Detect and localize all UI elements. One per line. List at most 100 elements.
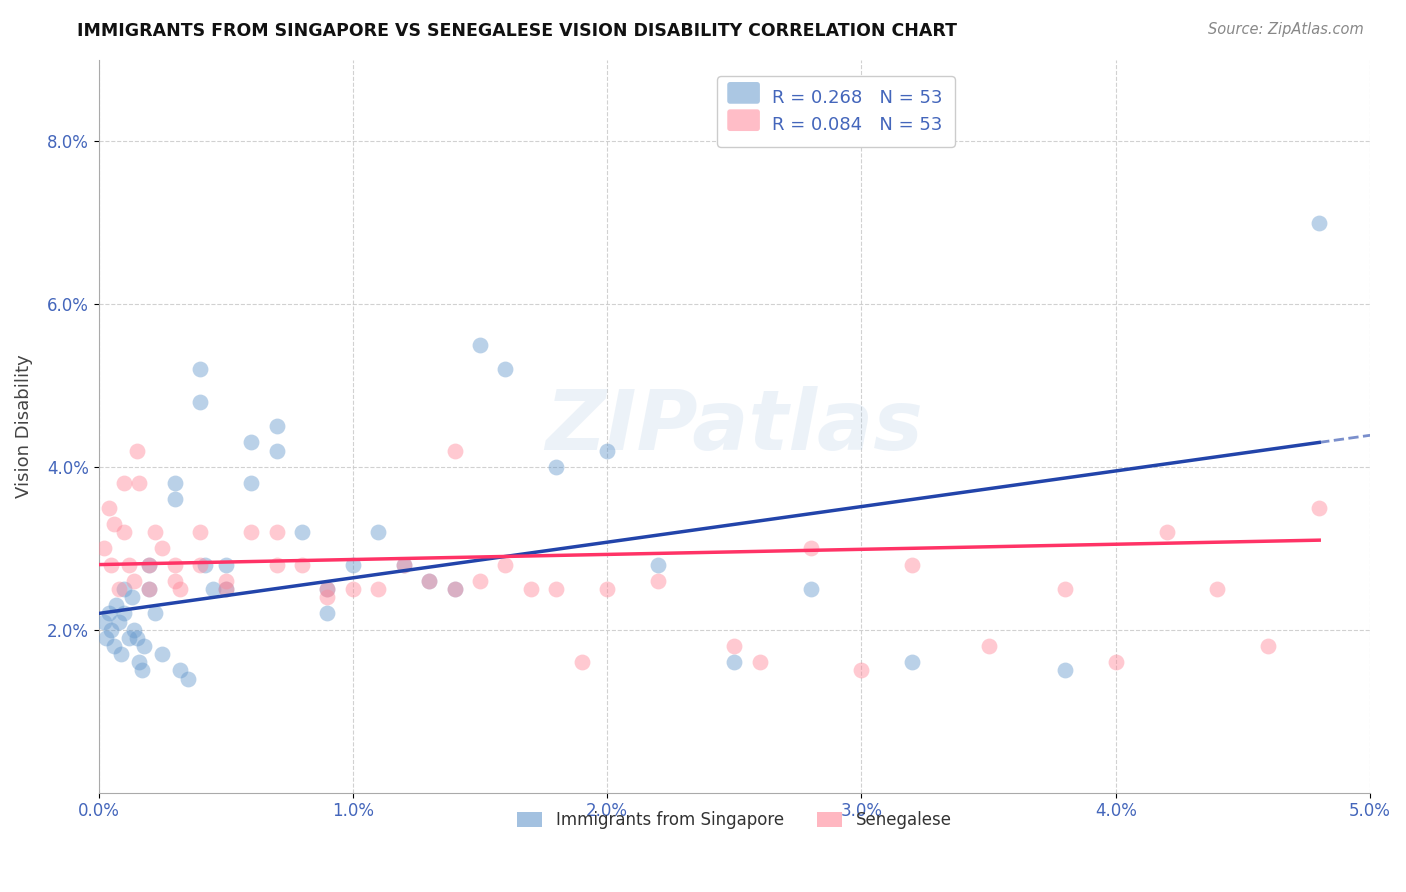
Point <box>97 607 120 621</box>
Y-axis label: Vision Disability: Vision Disability <box>15 354 32 498</box>
Point <box>143 607 166 621</box>
Point <box>647 574 669 588</box>
Point <box>138 558 160 572</box>
Point <box>215 582 238 596</box>
Point <box>125 443 148 458</box>
Point <box>723 656 745 670</box>
Point <box>443 443 465 458</box>
Point <box>596 582 619 596</box>
Point <box>647 558 669 572</box>
Point <box>163 476 186 491</box>
Point <box>150 541 173 556</box>
Point <box>901 656 924 670</box>
Point <box>266 524 288 539</box>
Point <box>143 524 166 539</box>
Point <box>520 582 543 596</box>
Point <box>367 582 389 596</box>
Point <box>112 476 135 491</box>
Point <box>150 647 173 661</box>
Point <box>194 558 217 572</box>
Point <box>100 623 122 637</box>
Point <box>1053 664 1076 678</box>
Point <box>316 607 339 621</box>
Point <box>131 664 153 678</box>
Point <box>1105 656 1128 670</box>
Point <box>112 524 135 539</box>
Point <box>1308 500 1330 515</box>
Point <box>215 574 238 588</box>
Point <box>1257 639 1279 653</box>
Point <box>316 582 339 596</box>
Point <box>546 582 568 596</box>
Point <box>367 524 389 539</box>
Point <box>103 639 125 653</box>
Point <box>342 558 364 572</box>
Point <box>108 615 131 629</box>
Point <box>110 647 132 661</box>
Point <box>596 443 619 458</box>
Point <box>122 623 145 637</box>
Point <box>723 639 745 653</box>
Point <box>1156 524 1178 539</box>
Point <box>188 524 211 539</box>
Point <box>138 558 160 572</box>
Point <box>93 615 115 629</box>
Point <box>93 541 115 556</box>
Point <box>105 599 128 613</box>
Point <box>800 582 823 596</box>
Point <box>266 443 288 458</box>
Point <box>291 524 314 539</box>
Point <box>112 582 135 596</box>
Point <box>266 419 288 434</box>
Point <box>240 476 263 491</box>
Point <box>188 362 211 376</box>
Point <box>468 337 491 351</box>
Point <box>291 558 314 572</box>
Point <box>169 664 191 678</box>
Point <box>163 492 186 507</box>
Point <box>96 631 118 645</box>
Point <box>901 558 924 572</box>
Point <box>122 574 145 588</box>
Point <box>108 582 131 596</box>
Point <box>169 582 191 596</box>
Text: Source: ZipAtlas.com: Source: ZipAtlas.com <box>1208 22 1364 37</box>
Legend: Immigrants from Singapore, Senegalese: Immigrants from Singapore, Senegalese <box>510 805 957 836</box>
Point <box>215 582 238 596</box>
Point <box>163 558 186 572</box>
Point <box>240 524 263 539</box>
Point <box>443 582 465 596</box>
Point <box>202 582 225 596</box>
Point <box>118 631 141 645</box>
Point <box>134 639 156 653</box>
Point <box>392 558 415 572</box>
Point <box>800 541 823 556</box>
Point <box>103 516 125 531</box>
Point <box>188 394 211 409</box>
Point <box>1308 215 1330 229</box>
Point <box>316 590 339 604</box>
Point <box>977 639 1000 653</box>
Point <box>188 558 211 572</box>
Point <box>546 459 568 474</box>
Point <box>418 574 440 588</box>
Point <box>97 500 120 515</box>
Point <box>118 558 141 572</box>
Text: IMMIGRANTS FROM SINGAPORE VS SENEGALESE VISION DISABILITY CORRELATION CHART: IMMIGRANTS FROM SINGAPORE VS SENEGALESE … <box>77 22 957 40</box>
Point <box>266 558 288 572</box>
Point <box>240 435 263 450</box>
Point <box>215 558 238 572</box>
Point <box>468 574 491 588</box>
Point <box>392 558 415 572</box>
Point <box>112 607 135 621</box>
Point <box>851 664 873 678</box>
Point <box>1206 582 1229 596</box>
Point <box>138 582 160 596</box>
Point <box>163 574 186 588</box>
Text: ZIPatlas: ZIPatlas <box>546 385 924 467</box>
Point <box>418 574 440 588</box>
Point <box>128 476 150 491</box>
Point <box>495 362 517 376</box>
Point <box>128 656 150 670</box>
Point <box>316 582 339 596</box>
